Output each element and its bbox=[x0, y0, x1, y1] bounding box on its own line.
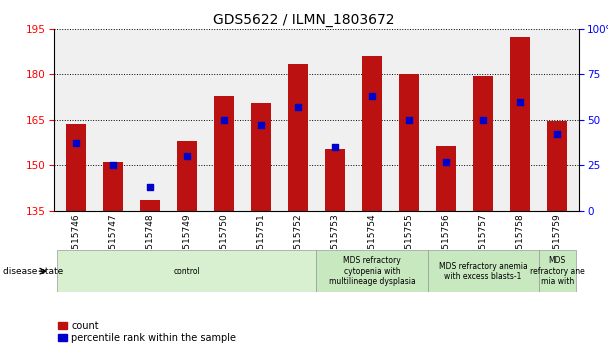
Bar bbox=[288, 64, 308, 211]
Point bbox=[182, 153, 192, 159]
Bar bbox=[399, 74, 420, 211]
Bar bbox=[57, 250, 316, 292]
Point bbox=[108, 162, 117, 168]
Point bbox=[293, 104, 303, 110]
Bar bbox=[140, 200, 160, 211]
Bar bbox=[547, 121, 567, 211]
Bar bbox=[436, 146, 456, 211]
Text: MDS
refractory ane
mia with: MDS refractory ane mia with bbox=[530, 256, 584, 286]
Bar bbox=[325, 148, 345, 211]
Point bbox=[71, 140, 81, 146]
Bar bbox=[473, 76, 493, 211]
Bar bbox=[213, 95, 234, 211]
Text: MDS refractory
cytopenia with
multilineage dysplasia: MDS refractory cytopenia with multilinea… bbox=[329, 256, 415, 286]
Text: disease state: disease state bbox=[3, 267, 63, 276]
Point bbox=[330, 144, 340, 150]
Bar bbox=[362, 56, 382, 211]
Point bbox=[516, 99, 525, 105]
Point bbox=[404, 117, 414, 123]
Text: control: control bbox=[173, 267, 200, 276]
Point bbox=[219, 117, 229, 123]
Text: GDS5622 / ILMN_1803672: GDS5622 / ILMN_1803672 bbox=[213, 13, 395, 27]
Legend: count, percentile rank within the sample: count, percentile rank within the sample bbox=[58, 321, 236, 343]
Bar bbox=[539, 250, 576, 292]
Bar bbox=[177, 141, 197, 211]
Bar bbox=[250, 103, 271, 211]
Point bbox=[441, 159, 451, 164]
Bar bbox=[427, 250, 539, 292]
Bar bbox=[510, 37, 530, 211]
Point bbox=[478, 117, 488, 123]
Bar bbox=[316, 250, 427, 292]
Point bbox=[145, 184, 154, 190]
Bar bbox=[103, 162, 123, 211]
Point bbox=[552, 131, 562, 137]
Bar bbox=[66, 124, 86, 211]
Point bbox=[367, 93, 377, 99]
Point bbox=[256, 122, 266, 128]
Text: MDS refractory anemia
with excess blasts-1: MDS refractory anemia with excess blasts… bbox=[439, 262, 528, 281]
